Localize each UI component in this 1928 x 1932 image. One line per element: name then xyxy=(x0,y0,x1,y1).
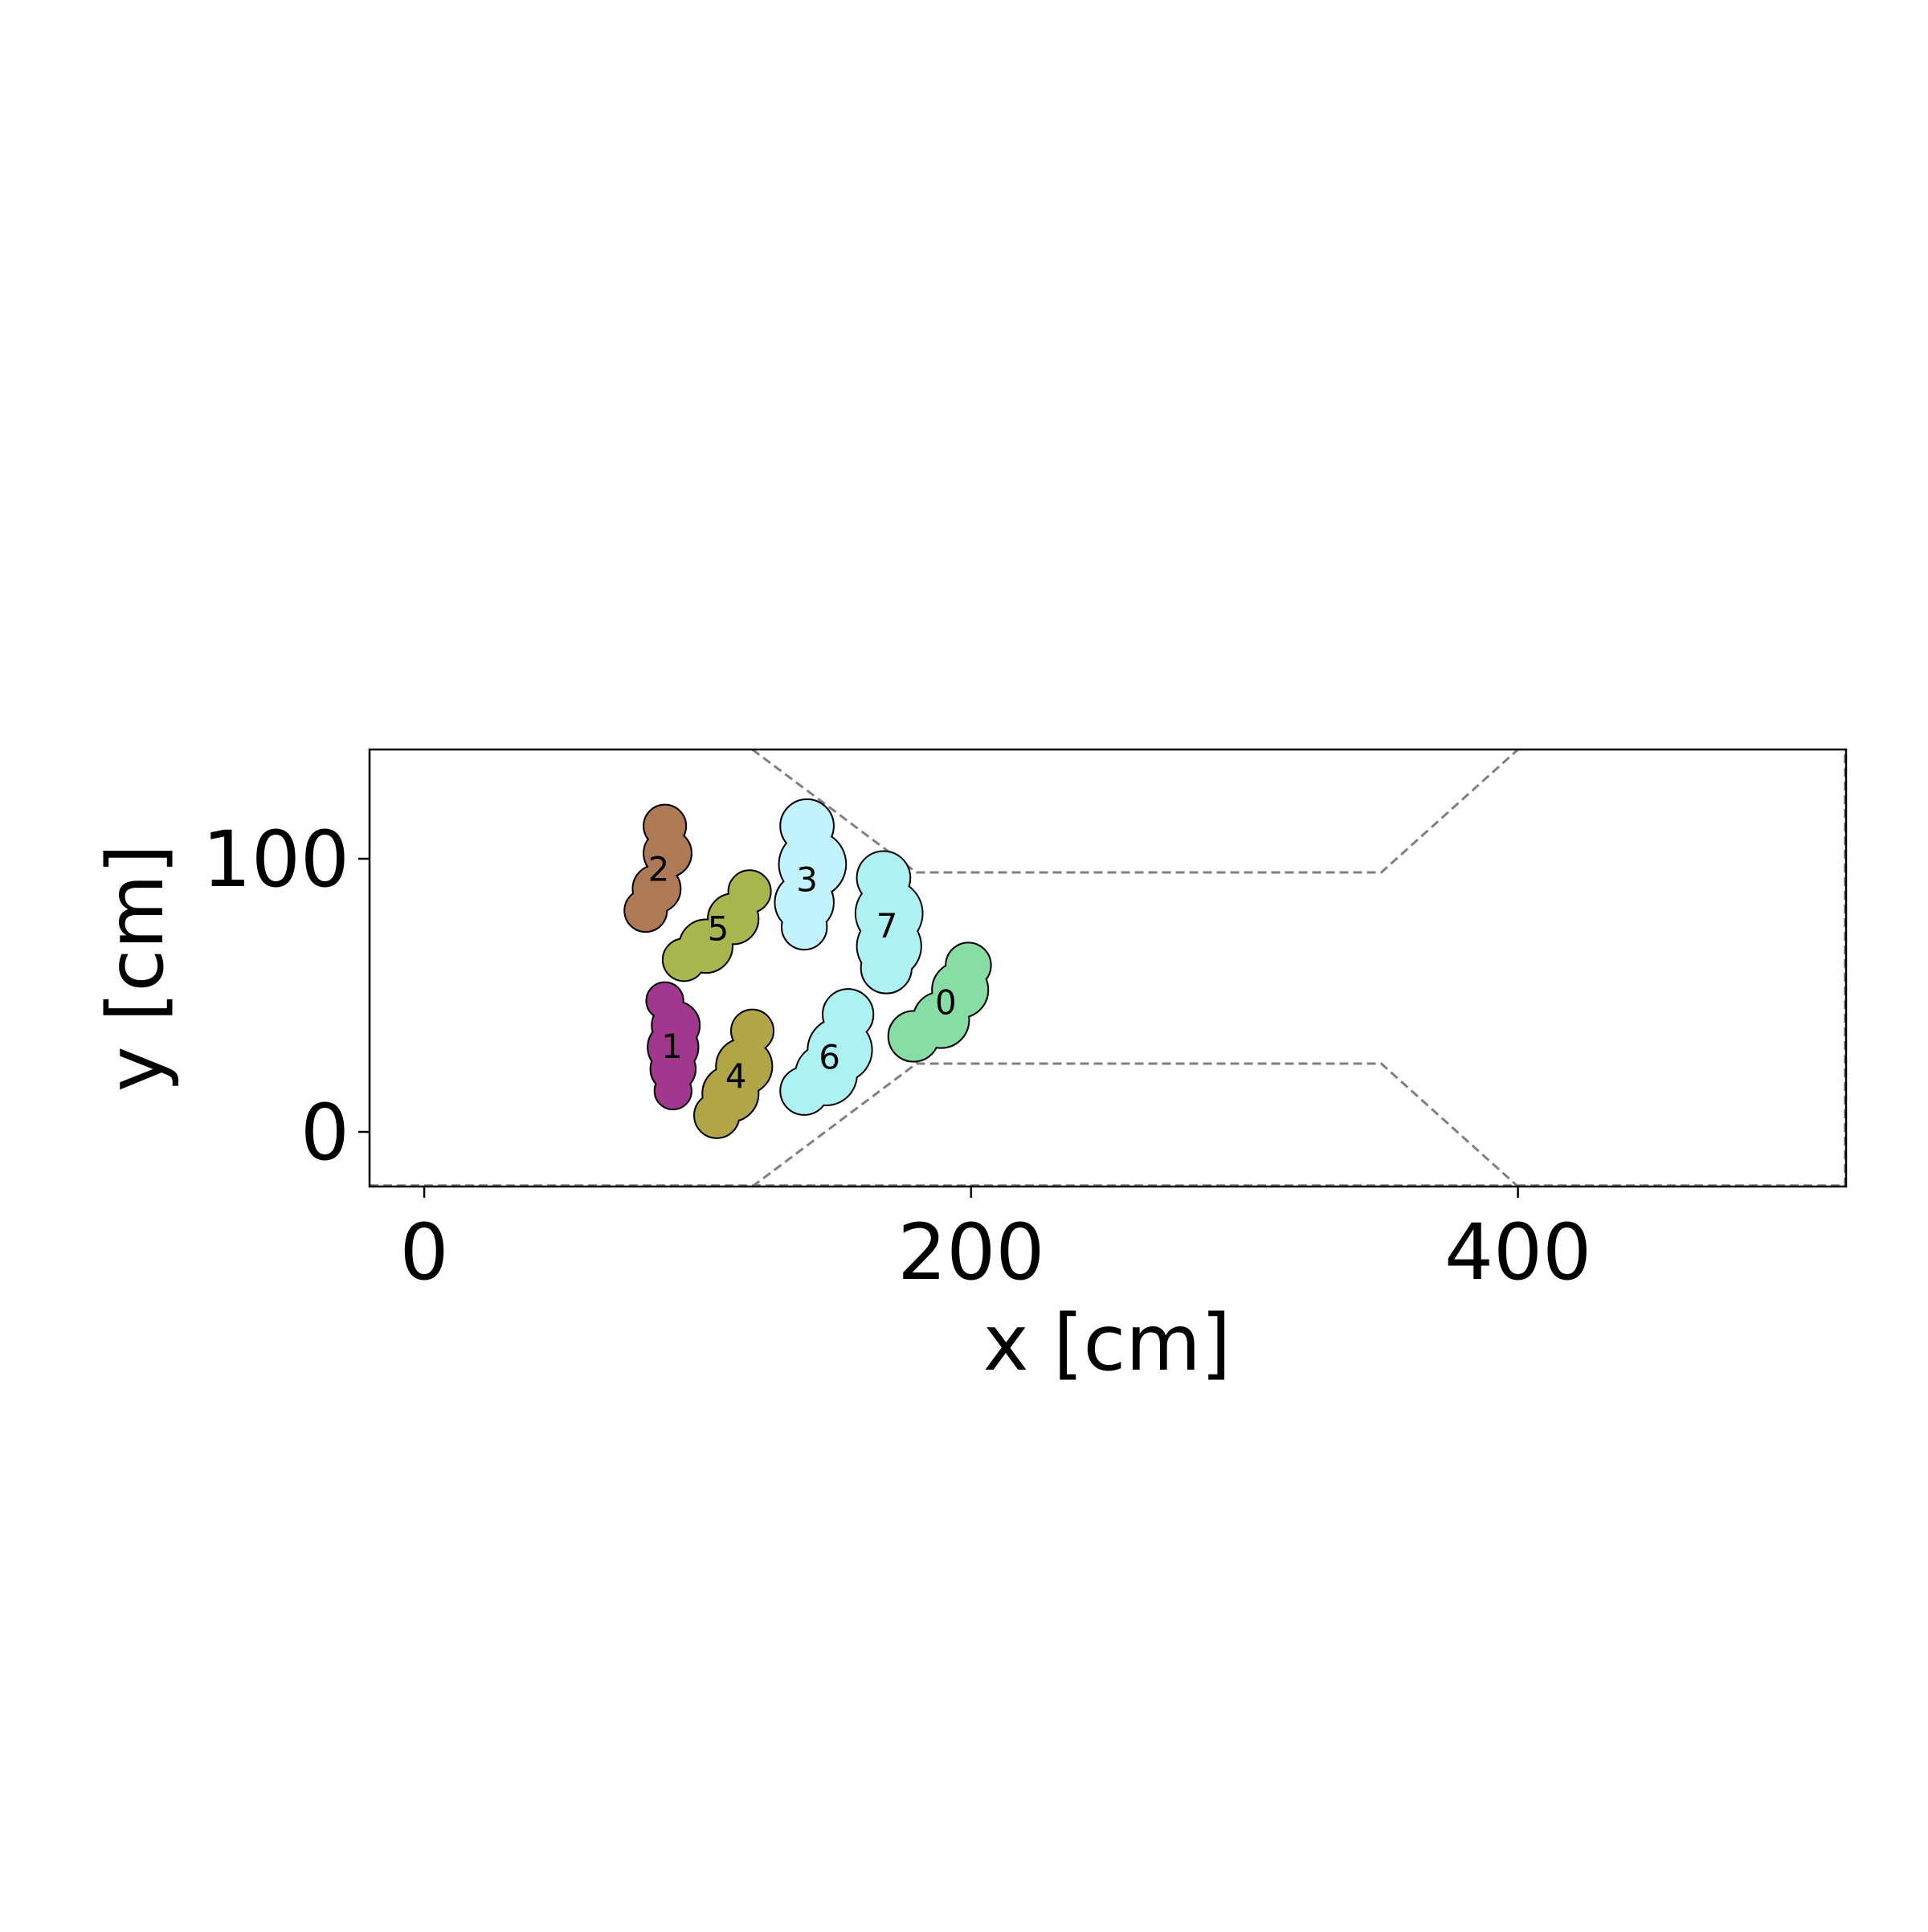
agent-2-label: 2 xyxy=(648,850,670,889)
agent-5-body xyxy=(663,871,770,981)
agent-2-circle xyxy=(625,890,667,932)
agent-0-body xyxy=(888,943,991,1061)
agent-7-circle xyxy=(861,943,911,993)
axes-frame xyxy=(368,748,1848,1188)
agent-4-body xyxy=(695,1010,774,1138)
agent-6-label: 6 xyxy=(819,1037,840,1076)
agent-2-circle xyxy=(644,830,691,877)
agent-1-body xyxy=(647,982,700,1109)
agent-6: 6 xyxy=(779,988,875,1116)
y-tick-label: 0 xyxy=(300,1088,349,1178)
y-tick-label: 100 xyxy=(202,815,349,905)
y-axis-label: y [cm] xyxy=(91,844,181,1093)
agents-layer: 0 1 2 3 4 5 6 7 xyxy=(623,798,992,1139)
agent-7-label: 7 xyxy=(876,906,898,946)
agent-6-circle xyxy=(781,1068,828,1114)
agent-3-body xyxy=(775,799,846,950)
x-axis-label: x [cm] xyxy=(983,1298,1232,1388)
x-tick-label: 200 xyxy=(897,1207,1044,1297)
agent-1-circle xyxy=(655,1072,691,1109)
agent-5-label: 5 xyxy=(708,909,729,949)
agent-2: 2 xyxy=(623,803,692,933)
agent-3-circle xyxy=(782,905,827,950)
agent-3-label: 3 xyxy=(796,860,818,899)
corridor-lower-boundary xyxy=(751,1062,1519,1187)
agent-3: 3 xyxy=(774,798,848,951)
agent-0-circle xyxy=(946,943,991,987)
plot-area: 0 1 2 3 4 5 6 7 xyxy=(370,750,1846,1187)
agent-5-circle xyxy=(663,939,705,981)
agent-1-label: 1 xyxy=(661,1027,683,1066)
agent-4: 4 xyxy=(693,1008,775,1139)
corridor-upper-boundary xyxy=(751,750,1519,874)
agent-0-label: 0 xyxy=(935,982,957,1022)
agent-6-body xyxy=(781,990,873,1114)
agent-1: 1 xyxy=(645,981,701,1111)
corridor-layer xyxy=(370,750,1846,1187)
x-tick-label: 400 xyxy=(1444,1207,1591,1297)
agent-0: 0 xyxy=(887,941,992,1063)
ticks-layer: 0 200 400 0 100 xyxy=(202,815,1591,1297)
agent-5: 5 xyxy=(661,869,772,982)
agent-7-body xyxy=(856,852,922,993)
agent-4-label: 4 xyxy=(725,1056,747,1096)
x-tick-label: 0 xyxy=(400,1207,449,1297)
agent-7: 7 xyxy=(854,850,924,995)
agent-2-body xyxy=(625,805,691,932)
agent-4-circle xyxy=(695,1093,739,1138)
